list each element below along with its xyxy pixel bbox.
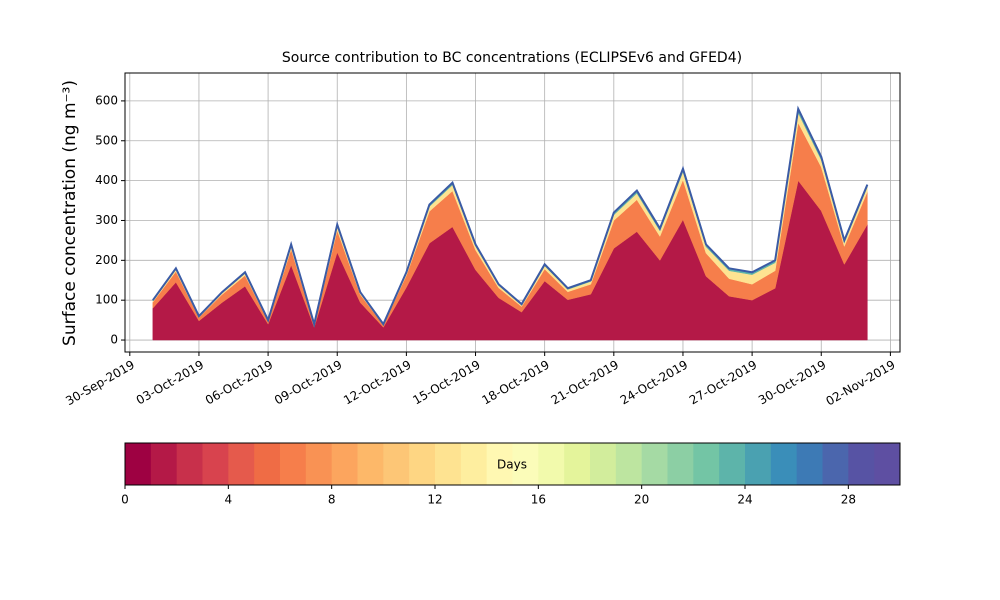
colorbar-cell (176, 443, 203, 485)
colorbar-cell (822, 443, 849, 485)
y-tick-label: 100 (95, 293, 118, 307)
x-tick-label: 02-Nov-2019 (823, 358, 897, 409)
colorbar-tick-label: 12 (427, 493, 442, 507)
colorbar-cell (383, 443, 410, 485)
y-tick-label: 200 (95, 253, 118, 267)
y-tick-label: 400 (95, 173, 118, 187)
y-axis-label: Surface concentration (ng m⁻³) (60, 80, 80, 346)
colorbar-cell (150, 443, 178, 485)
x-tick-label: 06-Oct-2019 (203, 358, 275, 408)
x-tick-label: 09-Oct-2019 (272, 358, 344, 408)
colorbar-tick-label: 20 (634, 493, 649, 507)
colorbar-tick-label: 4 (225, 493, 233, 507)
colorbar-cell (409, 443, 436, 485)
y-tick-label: 600 (95, 93, 118, 107)
chart-title: Source contribution to BC concentrations… (282, 50, 742, 66)
colorbar-cell (564, 443, 591, 485)
colorbar-cell (538, 443, 565, 485)
x-tick-label: 30-Sep-2019 (63, 358, 137, 409)
x-tick-label: 21-Oct-2019 (549, 358, 621, 408)
colorbar-cell (848, 443, 875, 485)
colorbar-tick-label: 28 (841, 493, 856, 507)
colorbar-tick-label: 8 (328, 493, 336, 507)
colorbar-cell (667, 443, 694, 485)
colorbar-cell (486, 443, 513, 485)
y-tick-label: 0 (110, 333, 118, 347)
colorbar-cell (460, 443, 488, 485)
y-tick-label: 300 (95, 213, 118, 227)
colorbar-cell (228, 443, 255, 485)
x-tick-label: 30-Oct-2019 (756, 358, 828, 408)
x-tick-label: 15-Oct-2019 (410, 358, 482, 408)
plot-frame (124, 72, 901, 353)
colorbar-cell (202, 443, 229, 485)
colorbar-cell (125, 443, 152, 485)
total-line (152, 105, 869, 329)
x-tick-label: 24-Oct-2019 (618, 358, 690, 408)
x-tick-label: 18-Oct-2019 (479, 358, 551, 408)
colorbar-cell (796, 443, 823, 485)
colorbar-cell (641, 443, 668, 485)
colorbar-cell (357, 443, 384, 485)
colorbar-cell (305, 443, 333, 485)
x-tick-label: 03-Oct-2019 (134, 358, 206, 408)
colorbar-label: Days (497, 458, 527, 472)
x-tick-label: 27-Oct-2019 (687, 358, 759, 408)
colorbar-frame (124, 442, 901, 486)
colorbar-cell (745, 443, 772, 485)
x-tick-label: 12-Oct-2019 (341, 358, 413, 408)
colorbar-cell (719, 443, 746, 485)
colorbar-cell (254, 443, 281, 485)
colorbar-cell (615, 443, 643, 485)
colorbar-tick-label: 0 (121, 493, 129, 507)
colorbar-cell (874, 443, 901, 485)
colorbar-tick-label: 16 (531, 493, 546, 507)
y-tick-label: 500 (95, 133, 118, 147)
colorbar-cell (331, 443, 358, 485)
colorbar-cell (590, 443, 617, 485)
colorbar-cell (693, 443, 720, 485)
colorbar-cell (770, 443, 798, 485)
colorbar-tick-label: 24 (737, 493, 752, 507)
colorbar-cell (512, 443, 539, 485)
colorbar-cell (280, 443, 307, 485)
colorbar-cell (435, 443, 462, 485)
